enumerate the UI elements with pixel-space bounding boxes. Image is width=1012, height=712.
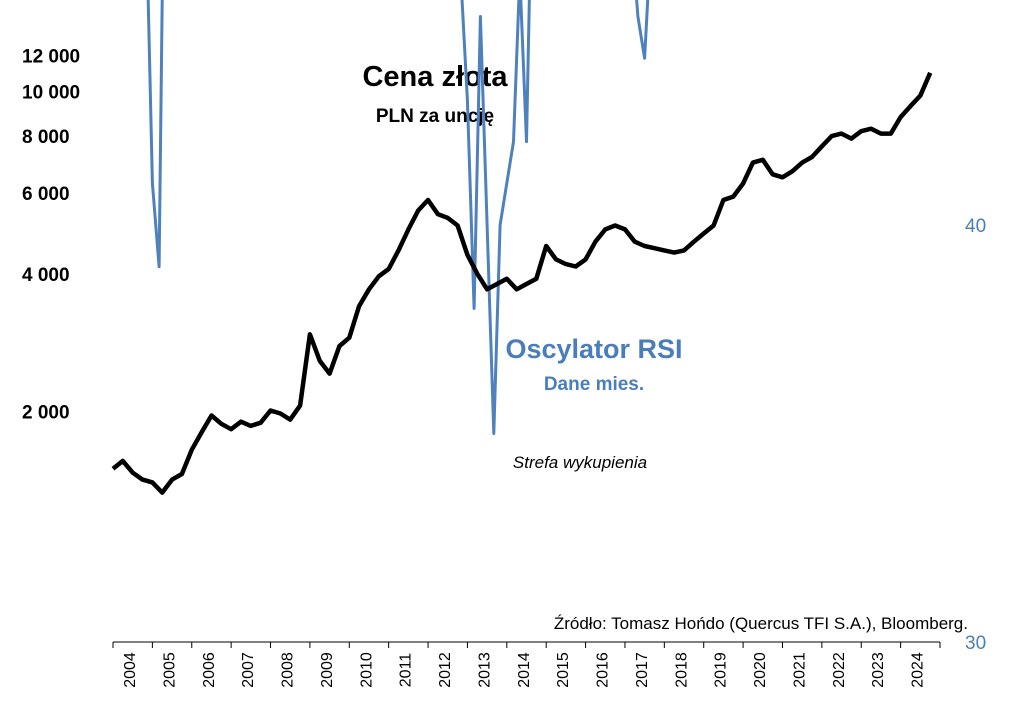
year-tick-label: 2010 [358, 652, 375, 688]
year-tick-label: 2018 [673, 652, 690, 688]
rsi-chart-title: Oscylator RSI [505, 334, 682, 364]
year-tick-label: 2012 [437, 652, 454, 688]
overbought-label: Strefa wykupienia [513, 453, 647, 472]
price-tick-label: 4 000 [22, 265, 70, 286]
price-tick-label: 6 000 [22, 184, 70, 205]
year-tick-label: 2015 [555, 652, 572, 688]
price-axis: 2 000 4 000 6 000 8 000 10 000 12 000 [22, 47, 80, 424]
year-tick-label: 2004 [122, 652, 139, 688]
rsi-tick-label: 40 [965, 216, 986, 237]
year-tick-label: 2014 [516, 652, 533, 688]
year-tick-label: 2023 [870, 652, 887, 688]
year-tick-label: 2013 [476, 652, 493, 688]
year-tick-label: 2021 [791, 652, 808, 688]
year-tick-label: 2022 [831, 652, 848, 688]
source-note: Źródło: Tomasz Hońdo (Quercus TFI S.A.),… [554, 614, 968, 633]
year-tick-label: 2024 [910, 652, 927, 688]
price-chart-title: Cena złota [362, 61, 508, 93]
price-line [111, 71, 933, 495]
year-tick-label: 2006 [201, 652, 218, 688]
rsi-axis: 30405060708090100 [965, 216, 986, 654]
year-tick-label: 2017 [634, 652, 651, 688]
price-tick-label: 10 000 [22, 83, 80, 104]
x-axis: 2004 2005 2006 2007 2008 2009 2010 2011 2012 2013… [112, 641, 941, 688]
year-tick-label: 2011 [398, 653, 415, 688]
year-tick-label: 2009 [319, 652, 336, 688]
year-tick-label: 2019 [713, 652, 730, 688]
year-tick-label: 2016 [595, 652, 612, 688]
year-tick-label: 2005 [161, 652, 178, 688]
rsi-tick-label: 30 [965, 633, 986, 654]
rsi-chart-subtitle: Dane mies. [544, 374, 644, 395]
year-tick-label: 2020 [752, 652, 769, 688]
year-tick-label: 2008 [280, 652, 297, 688]
rsi-line [146, 0, 650, 435]
price-tick-label: 8 000 [22, 127, 70, 148]
year-tick-label: 2007 [240, 652, 257, 688]
price-tick-label: 12 000 [22, 47, 80, 68]
price-chart-subtitle: PLN za uncję [376, 106, 494, 127]
price-tick-label: 2 000 [22, 403, 70, 424]
